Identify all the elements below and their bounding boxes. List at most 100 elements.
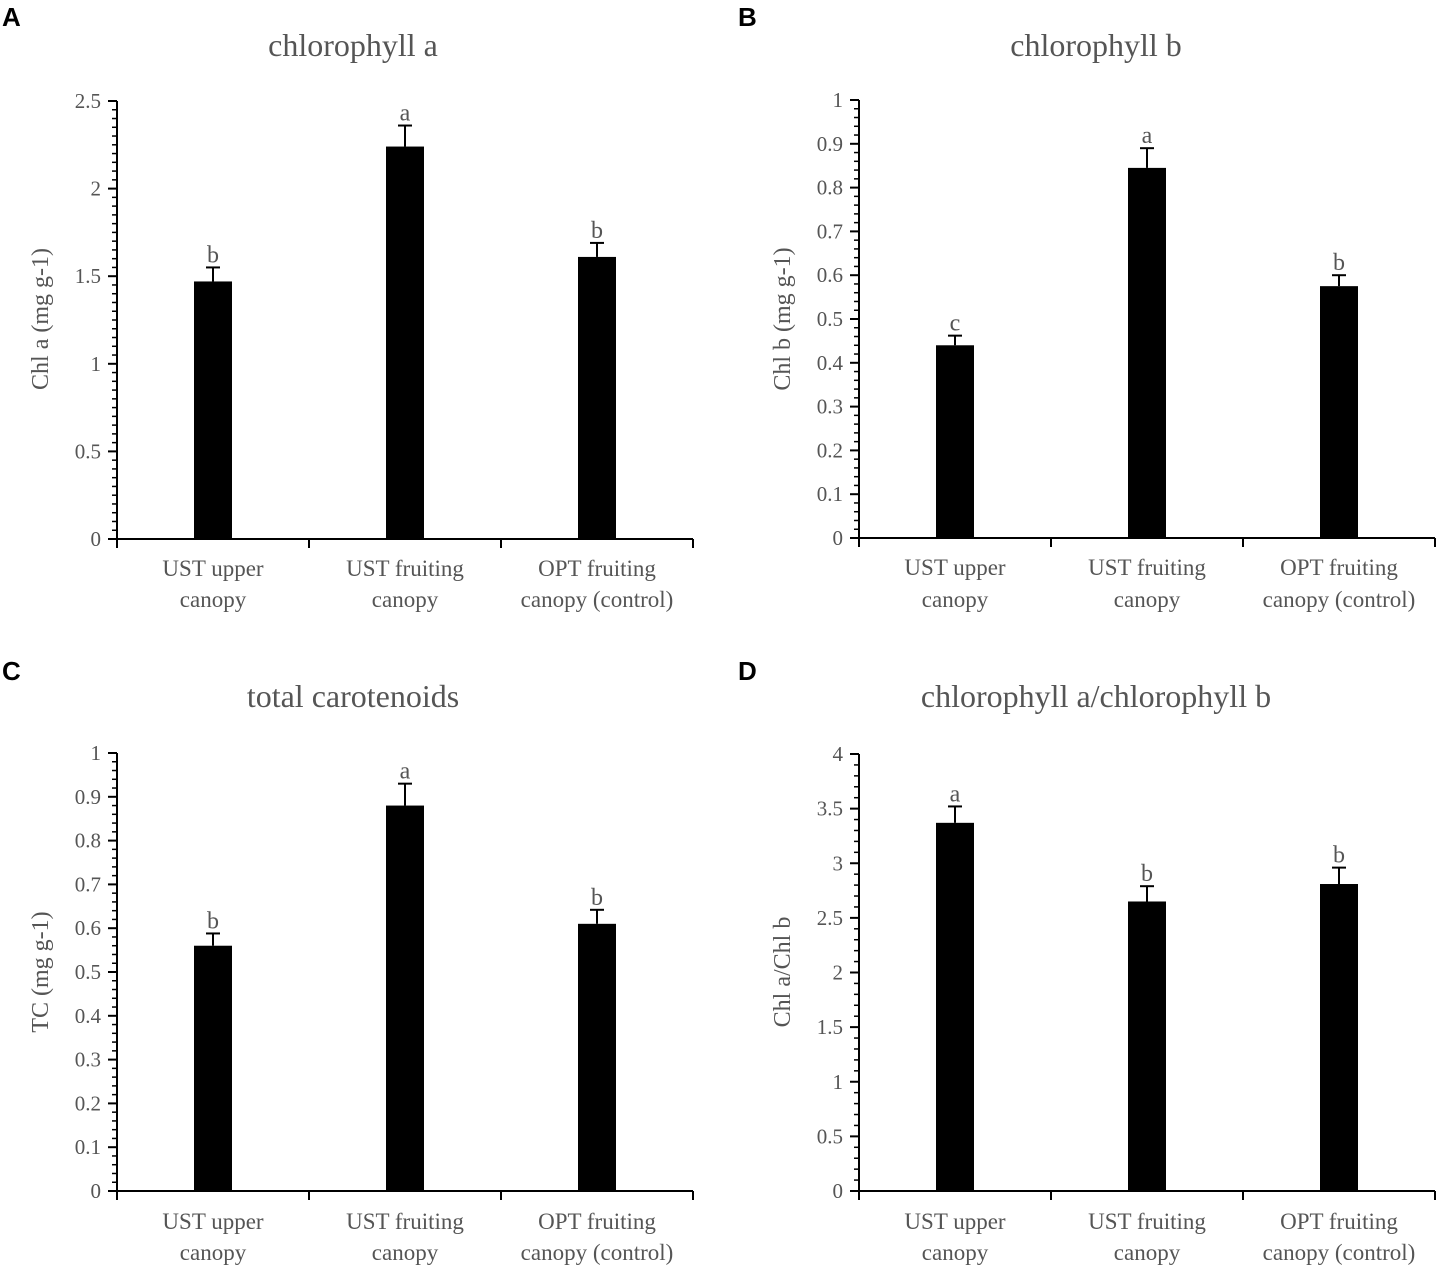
y-tick-label: 0.4 — [75, 1004, 102, 1028]
y-tick-label: 1 — [91, 741, 102, 765]
y-tick-label: 3 — [833, 851, 844, 875]
y-tick-label: 3.5 — [817, 797, 843, 821]
y-tick-label: 0.5 — [75, 960, 101, 984]
significance-label: b — [1333, 250, 1345, 276]
y-tick-label: 0 — [833, 1179, 844, 1203]
bar — [386, 146, 424, 539]
x-category-label: canopy — [180, 1240, 247, 1265]
y-axis-title: TC (mg g-1) — [28, 911, 54, 1032]
y-tick-label: 0.2 — [817, 438, 843, 462]
y-tick-label: 1.5 — [817, 1015, 843, 1039]
y-tick-label: 0.6 — [75, 916, 101, 940]
x-category-label: canopy — [180, 587, 247, 612]
y-tick-label: 0.7 — [817, 219, 843, 243]
bar — [936, 822, 974, 1191]
x-category-label: canopy — [922, 1240, 989, 1265]
significance-label: a — [400, 101, 411, 127]
significance-label: a — [400, 759, 411, 785]
x-category-label: canopy — [372, 1240, 439, 1265]
y-tick-label: 0.9 — [75, 785, 101, 809]
significance-label: a — [1142, 123, 1153, 149]
x-category-label: canopy (control) — [1263, 587, 1416, 612]
chart-title: chlorophyll a — [268, 27, 438, 63]
y-axis-title: Chl a (mg g-1) — [28, 248, 54, 390]
bar — [1128, 901, 1166, 1191]
panel-letter: B — [738, 2, 757, 32]
y-tick-label: 0.2 — [75, 1091, 101, 1115]
x-category-label: UST fruiting — [1088, 555, 1206, 580]
x-category-label: OPT fruiting — [1280, 555, 1398, 580]
significance-label: a — [950, 781, 961, 807]
panel-letter: A — [2, 2, 21, 32]
x-category-label: canopy — [1114, 587, 1181, 612]
bar — [194, 281, 232, 539]
panel-letter: C — [2, 656, 21, 686]
y-tick-label: 0.5 — [817, 1124, 843, 1148]
x-category-label: UST fruiting — [346, 556, 464, 581]
y-tick-label: 0 — [833, 526, 844, 550]
x-category-label: canopy (control) — [521, 1240, 674, 1265]
y-tick-label: 0.5 — [75, 439, 101, 463]
bar — [1320, 884, 1358, 1191]
y-tick-label: 0.7 — [75, 872, 101, 896]
bar — [1320, 286, 1358, 538]
bar — [936, 345, 974, 538]
y-tick-label: 2 — [91, 177, 102, 201]
significance-label: b — [1141, 861, 1153, 887]
y-tick-label: 0.3 — [75, 1048, 101, 1072]
y-tick-label: 0.3 — [817, 395, 843, 419]
x-category-label: UST upper — [162, 1209, 263, 1234]
significance-label: b — [207, 242, 219, 268]
chart-title: total carotenoids — [247, 678, 459, 714]
y-tick-label: 1.5 — [75, 264, 101, 288]
y-tick-label: 2 — [833, 961, 844, 985]
significance-label: b — [591, 218, 603, 244]
x-category-label: OPT fruiting — [538, 1209, 656, 1234]
bar — [386, 805, 424, 1191]
y-tick-label: 4 — [833, 742, 844, 766]
x-category-label: UST upper — [904, 555, 1005, 580]
y-axis-title: Chl a/Chl b — [770, 917, 796, 1028]
panel-letter: D — [738, 656, 757, 686]
y-tick-label: 0.1 — [75, 1135, 101, 1159]
y-tick-label: 1 — [833, 88, 844, 112]
x-category-label: OPT fruiting — [1280, 1209, 1398, 1234]
y-tick-label: 0.9 — [817, 132, 843, 156]
y-tick-label: 0.6 — [817, 263, 843, 287]
y-tick-label: 0.4 — [817, 351, 844, 375]
y-axis-title: Chl b (mg g-1) — [770, 247, 796, 390]
significance-label: b — [207, 908, 219, 934]
y-tick-label: 2.5 — [817, 906, 843, 930]
x-category-label: UST upper — [162, 556, 263, 581]
bar — [578, 256, 616, 539]
bar — [578, 923, 616, 1191]
significance-label: c — [950, 311, 961, 337]
x-category-label: canopy — [372, 587, 439, 612]
y-tick-label: 0.8 — [75, 829, 101, 853]
y-tick-label: 0.1 — [817, 482, 843, 506]
x-category-label: canopy — [922, 587, 989, 612]
significance-label: b — [1333, 843, 1345, 869]
x-category-label: OPT fruiting — [538, 556, 656, 581]
y-tick-label: 2.5 — [75, 89, 101, 113]
x-category-label: canopy (control) — [521, 587, 674, 612]
chart-title: chlorophyll b — [1010, 27, 1182, 63]
x-category-label: canopy (control) — [1263, 1240, 1416, 1265]
y-tick-label: 0 — [91, 527, 102, 551]
bar — [1128, 167, 1166, 538]
x-category-label: canopy — [1114, 1240, 1181, 1265]
x-category-label: UST fruiting — [346, 1209, 464, 1234]
y-tick-label: 0.8 — [817, 176, 843, 200]
x-category-label: UST upper — [904, 1209, 1005, 1234]
y-tick-label: 0.5 — [817, 307, 843, 331]
x-category-label: UST fruiting — [1088, 1209, 1206, 1234]
y-tick-label: 1 — [91, 352, 102, 376]
significance-label: b — [591, 885, 603, 911]
y-tick-label: 1 — [833, 1070, 844, 1094]
chart-title: chlorophyll a/chlorophyll b — [921, 678, 1271, 714]
